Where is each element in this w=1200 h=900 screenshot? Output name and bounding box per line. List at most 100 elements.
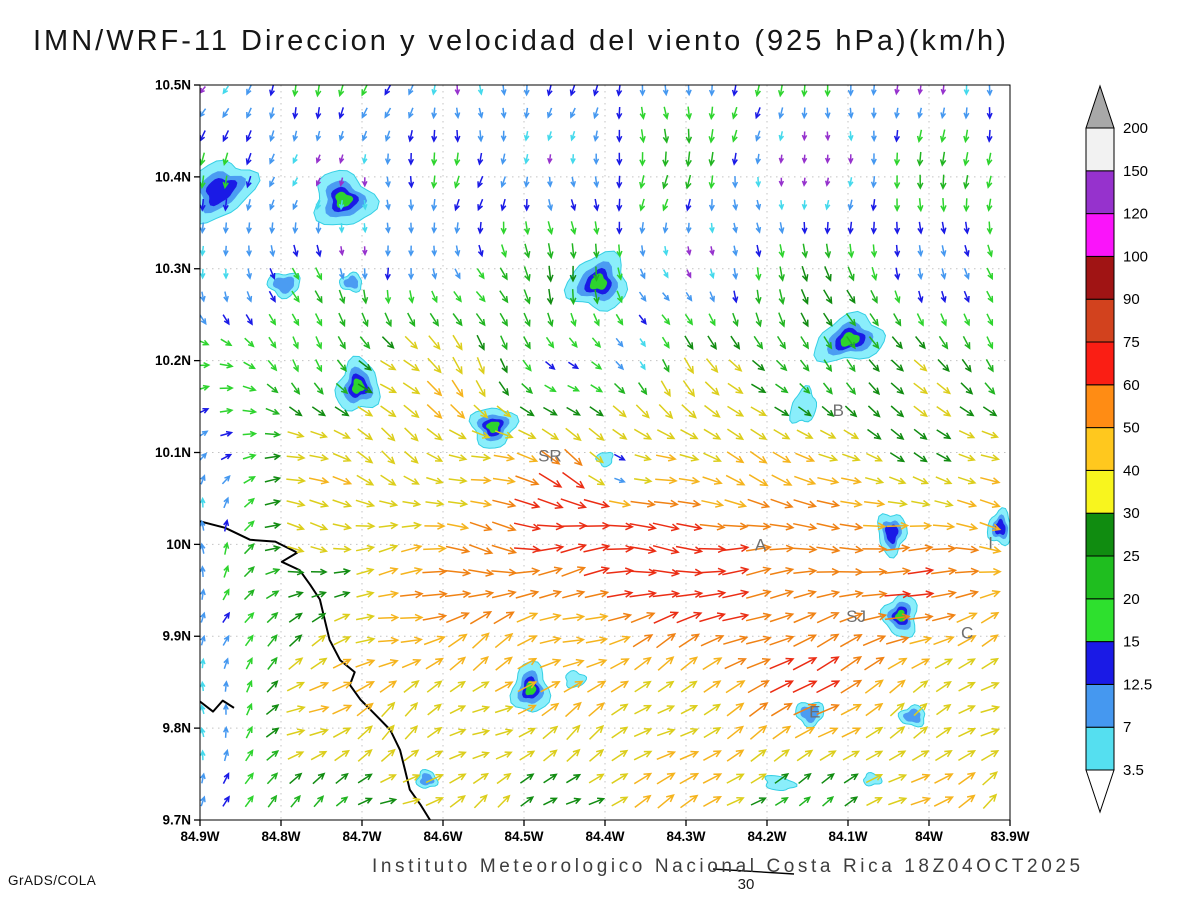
wind-arrow <box>246 107 252 119</box>
wind-arrow <box>200 703 206 715</box>
wind-arrow <box>887 499 909 508</box>
wind-arrow <box>732 199 739 211</box>
wind-arrow <box>355 658 376 668</box>
wind-arrow <box>287 751 305 760</box>
wind-arrow <box>449 705 467 715</box>
wind-arrow <box>980 728 1001 737</box>
wind-arrow <box>840 679 863 694</box>
wind-arrow <box>940 85 947 96</box>
y-axis-tick-label: 9.8N <box>162 721 191 736</box>
wind-arrow <box>444 590 472 599</box>
wind-arrow <box>357 748 373 762</box>
wind-arrow <box>356 702 374 717</box>
wind-arrow <box>585 613 609 622</box>
wind-arrows-layer <box>200 85 1002 810</box>
wind-arrow <box>652 590 681 599</box>
wind-arrow <box>679 750 700 761</box>
wind-arrow <box>223 657 229 669</box>
wind-arrow <box>447 633 468 648</box>
wind-arrow <box>200 108 207 118</box>
wind-arrow <box>937 358 950 373</box>
wind-arrow <box>200 339 210 346</box>
wind-arrow <box>200 130 206 142</box>
wind-arrow <box>732 176 739 189</box>
wind-arrow <box>731 152 738 166</box>
wind-arrow <box>656 772 676 785</box>
wind-arrow <box>520 796 535 807</box>
y-axis-tick-label: 10.1N <box>155 445 191 460</box>
wind-arrow <box>518 727 537 738</box>
wind-arrow <box>381 724 395 741</box>
colorbar-label: 40 <box>1123 462 1140 479</box>
wind-arrow <box>769 680 795 694</box>
wind-arrow <box>384 267 391 281</box>
wind-arrow <box>569 85 576 97</box>
wind-arrow <box>868 382 881 396</box>
wind-arrow <box>745 612 772 622</box>
wind-arrow <box>935 750 953 762</box>
wind-arrow <box>639 175 646 190</box>
wind-arrow <box>496 405 512 418</box>
wind-arrow <box>616 221 623 235</box>
speed-contour-blob <box>419 773 435 786</box>
colorbar-segment <box>1085 341 1115 386</box>
wind-arrow <box>956 612 978 623</box>
wind-arrow <box>746 566 772 576</box>
wind-arrow <box>980 705 1001 714</box>
wind-arrow <box>244 611 255 624</box>
wind-arrow <box>889 476 907 485</box>
y-axis-tick-label: 10.2N <box>155 353 191 368</box>
wind-arrow <box>222 198 229 212</box>
wind-arrow <box>629 546 657 555</box>
wind-arrow <box>288 406 303 417</box>
wind-arrow <box>847 107 854 120</box>
wind-arrow <box>884 567 912 576</box>
wind-arrow <box>200 430 209 437</box>
wind-arrow <box>539 636 562 645</box>
wind-arrow <box>266 772 279 785</box>
wind-arrow <box>726 725 745 740</box>
wind-arrow <box>446 612 470 624</box>
wind-arrow <box>426 452 444 462</box>
wind-arrow <box>570 199 577 212</box>
wind-arrow <box>243 361 256 370</box>
wind-arrow <box>936 452 952 462</box>
wind-arrow <box>264 499 282 506</box>
wind-arrow <box>469 611 493 625</box>
wind-arrow <box>632 634 654 648</box>
wind-arrow <box>269 176 276 188</box>
wind-arrow <box>379 680 398 693</box>
wind-arrow <box>245 152 252 166</box>
wind-arrow <box>491 568 518 577</box>
wind-arrow <box>570 176 577 188</box>
wind-arrow <box>332 452 352 462</box>
wind-arrow <box>333 636 352 646</box>
wind-arrow <box>793 545 818 554</box>
wind-arrow <box>404 725 419 740</box>
wind-arrow <box>778 200 785 211</box>
wind-arrow <box>286 681 306 692</box>
wind-arrow <box>884 613 911 622</box>
wind-arrow <box>864 499 886 508</box>
wind-arrow <box>776 335 787 350</box>
wind-arrow <box>246 291 253 303</box>
wind-arrow <box>408 290 415 304</box>
wind-arrow <box>431 222 438 234</box>
colorbar-label: 15 <box>1123 634 1140 651</box>
wind-arrow <box>385 222 391 234</box>
wind-arrow <box>269 245 276 258</box>
wind-arrow <box>801 177 808 187</box>
wind-arrow <box>453 175 460 189</box>
wind-arrow <box>222 107 230 119</box>
wind-arrow <box>732 222 738 234</box>
wind-arrow <box>731 85 738 97</box>
wind-arrow <box>200 519 206 531</box>
wind-arrow <box>292 336 299 350</box>
wind-arrow <box>338 107 345 120</box>
wind-arrow <box>315 154 322 164</box>
wind-arrow <box>426 476 444 485</box>
wind-arrow <box>639 245 646 257</box>
wind-arrow <box>793 567 818 576</box>
wind-arrow <box>408 85 414 96</box>
